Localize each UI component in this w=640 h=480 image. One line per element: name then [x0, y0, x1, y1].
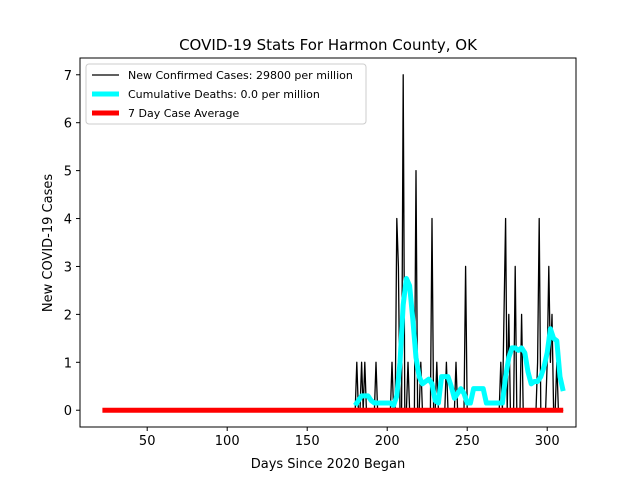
y-tick-label-7: 7 — [64, 69, 72, 84]
legend-label-1: Cumulative Deaths: 0.0 per million — [128, 88, 320, 101]
x-tick-label-200: 200 — [375, 434, 400, 449]
x-tick-label-100: 100 — [215, 434, 240, 449]
series-line-1 — [353, 275, 566, 408]
y-axis-label: New COVID-19 Cases — [41, 174, 56, 312]
x-tick-label-300: 300 — [535, 434, 560, 449]
y-tick-label-3: 3 — [64, 260, 72, 275]
y-tick-label-1: 1 — [64, 356, 72, 371]
plot-area: 50 100 150 200 250 300 0 1 2 3 4 5 6 7 New Confirmed C… — [64, 57, 577, 449]
x-tick-label-50: 50 — [139, 434, 156, 449]
x-tick-label-250: 250 — [455, 434, 480, 449]
plot-frame — [79, 57, 577, 428]
y-tick-label-4: 4 — [64, 213, 72, 228]
legend-label-0: New Confirmed Cases: 29800 per million — [128, 69, 353, 82]
y-tick-label-5: 5 — [64, 165, 72, 180]
x-tick-label-150: 150 — [295, 434, 320, 449]
y-tick-label-0: 0 — [64, 404, 72, 419]
chart-title: COVID-19 Stats For Harmon County, OK — [179, 36, 478, 54]
legend-label-2: 7 Day Case Average — [128, 107, 240, 120]
y-tick-label-6: 6 — [64, 117, 72, 132]
legend-box — [85, 63, 367, 125]
series-line-0 — [354, 74, 564, 411]
x-axis-label: Days Since 2020 Began — [251, 457, 406, 472]
y-tick-label-2: 2 — [64, 308, 72, 323]
